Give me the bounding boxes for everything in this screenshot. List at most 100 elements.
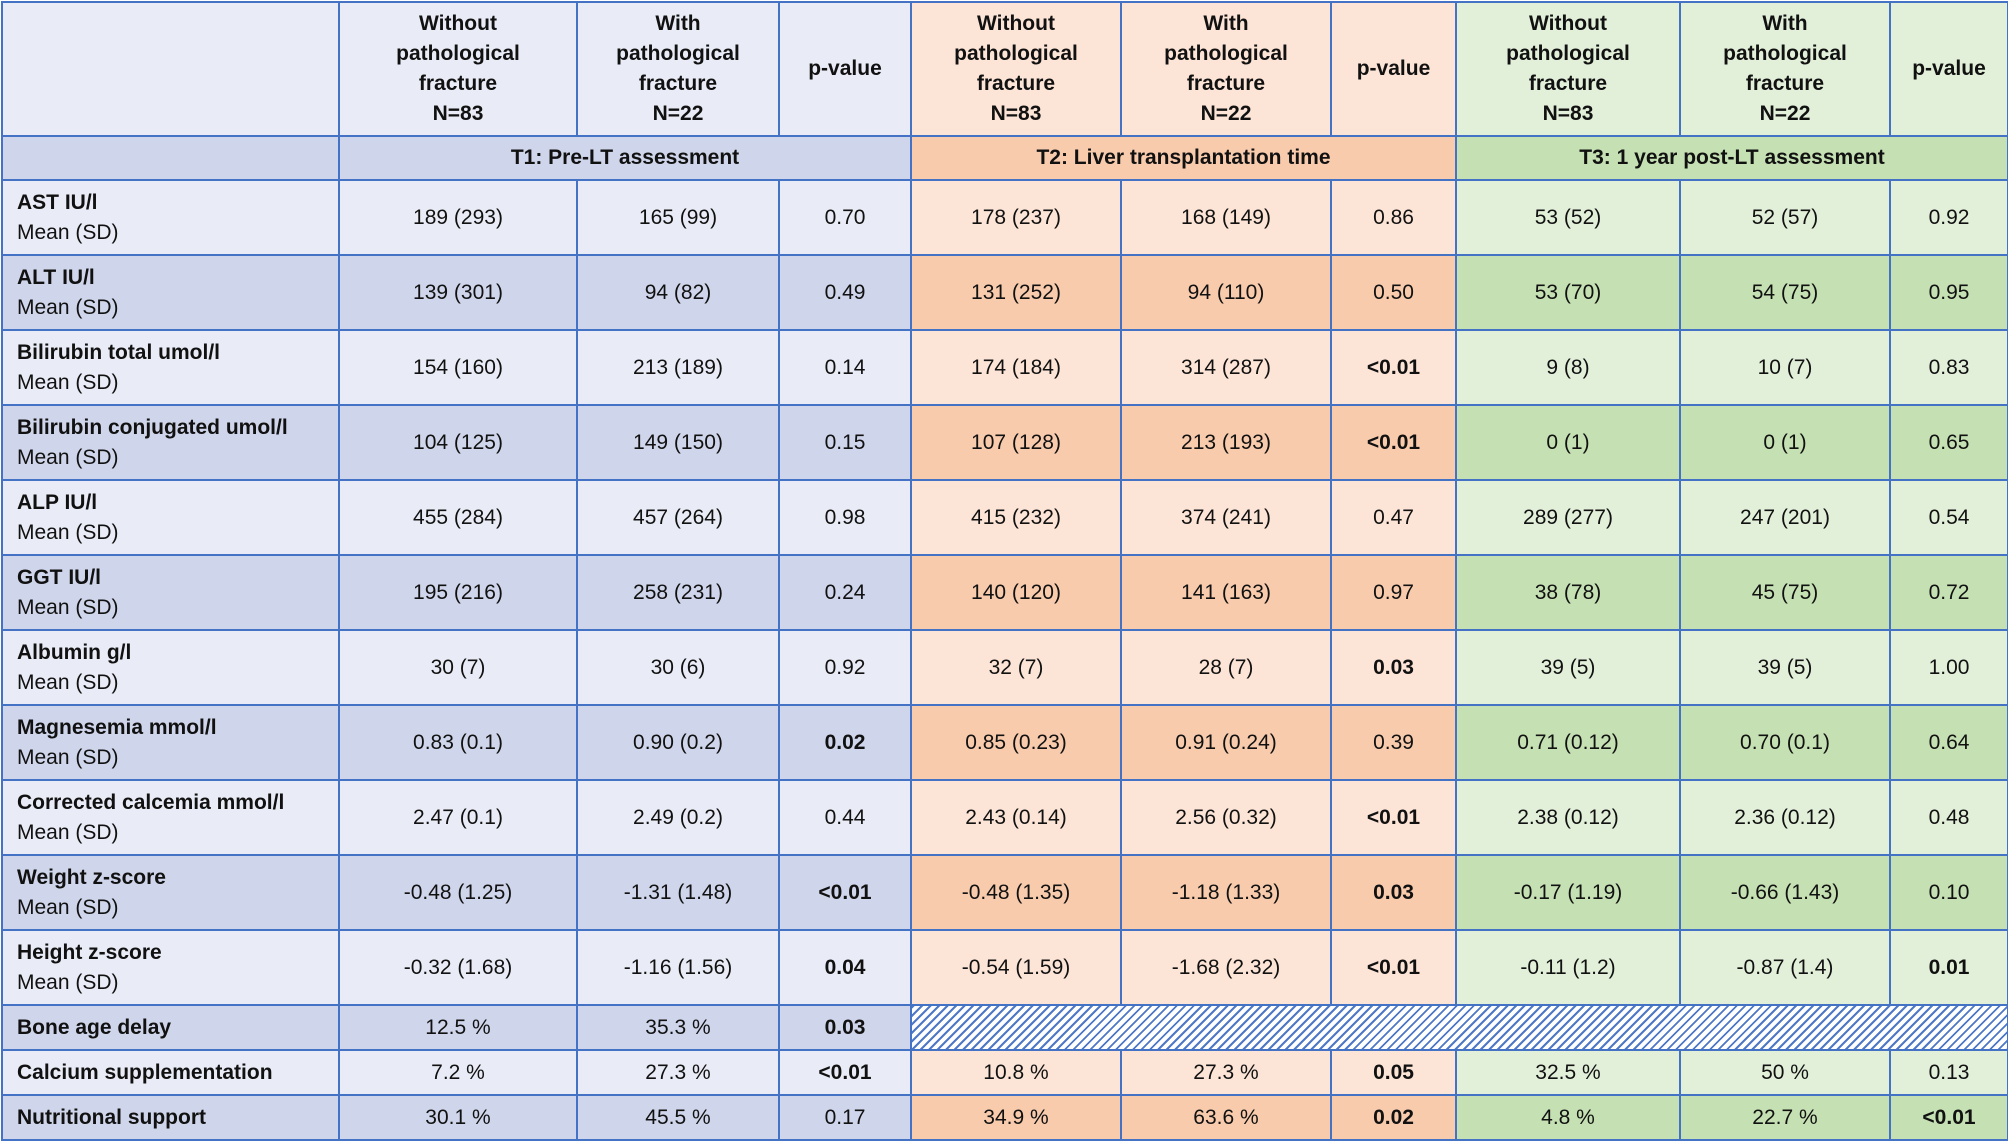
row-label: Height z-score Mean (SD) xyxy=(1,929,340,1006)
p-value-cell: 0.02 xyxy=(778,704,912,781)
table-row: Weight z-score Mean (SD) -0.48 (1.25) -1.31… xyxy=(1,854,2008,931)
row-label-name: Nutritional support xyxy=(17,1105,206,1129)
header-line: fracture xyxy=(1745,72,1825,95)
p-value-cell: 0.14 xyxy=(778,329,912,406)
p-value-cell: <0.01 xyxy=(1330,329,1457,406)
value-cell: 2.36 (0.12) xyxy=(1679,779,1891,856)
row-label-stat: Mean (SD) xyxy=(17,970,119,994)
row-label-name: ALT IU/l xyxy=(17,265,95,289)
value-cell: 154 (160) xyxy=(338,329,578,406)
value-cell: 0.71 (0.12) xyxy=(1455,704,1681,781)
value-cell: 9 (8) xyxy=(1455,329,1681,406)
value-cell: 35.3 % xyxy=(576,1004,780,1051)
value-cell: 178 (237) xyxy=(910,179,1122,256)
p-value-cell: 0.24 xyxy=(778,554,912,631)
row-label: Bone age delay xyxy=(1,1004,340,1051)
value-cell: 2.47 (0.1) xyxy=(338,779,578,856)
value-cell: 314 (287) xyxy=(1120,329,1332,406)
value-cell: 213 (189) xyxy=(576,329,780,406)
row-label: Nutritional support xyxy=(1,1094,340,1141)
header-line: p-value xyxy=(808,57,882,81)
value-cell: -0.48 (1.35) xyxy=(910,854,1122,931)
value-cell: 27.3 % xyxy=(1120,1049,1332,1096)
value-cell: 213 (193) xyxy=(1120,404,1332,481)
p-value-cell: 0.05 xyxy=(1330,1049,1457,1096)
value-cell: 0.70 (0.1) xyxy=(1679,704,1891,781)
col-t3-without: Without pathological fracture N=83 xyxy=(1455,1,1681,137)
section-corner xyxy=(1,135,340,181)
col-t2-pvalue: p-value xyxy=(1330,1,1457,137)
row-label-name: Bilirubin total umol/l xyxy=(17,340,220,364)
value-cell: 0.90 (0.2) xyxy=(576,704,780,781)
row-label-name: Bilirubin conjugated umol/l xyxy=(17,415,288,439)
col-t2-without: Without pathological fracture N=83 xyxy=(910,1,1122,137)
p-value-cell: 0.92 xyxy=(1889,179,2008,256)
column-header-row: Without pathological fracture N=83 With … xyxy=(1,1,2008,137)
header-line: Without xyxy=(1529,12,1607,36)
value-cell: 289 (277) xyxy=(1455,479,1681,556)
row-label: ALT IU/l Mean (SD) xyxy=(1,254,340,331)
p-value-cell: 0.54 xyxy=(1889,479,2008,556)
value-cell: 7.2 % xyxy=(338,1049,578,1096)
header-line: pathological xyxy=(396,42,520,66)
value-cell: 34.9 % xyxy=(910,1094,1122,1141)
p-value-cell: <0.01 xyxy=(1330,929,1457,1006)
value-cell: 12.5 % xyxy=(338,1004,578,1051)
header-line: pathological xyxy=(954,42,1078,66)
value-cell: 131 (252) xyxy=(910,254,1122,331)
header-line: N=22 xyxy=(652,101,704,125)
value-cell: 2.49 (0.2) xyxy=(576,779,780,856)
p-value-cell: 0.01 xyxy=(1889,929,2008,1006)
p-value-cell: 0.64 xyxy=(1889,704,2008,781)
header-line: pathological xyxy=(616,42,740,66)
value-cell: 45 (75) xyxy=(1679,554,1891,631)
header-line: With xyxy=(655,12,701,36)
value-cell: 30 (7) xyxy=(338,629,578,706)
value-cell: 10 (7) xyxy=(1679,329,1891,406)
header-line: pathological xyxy=(1164,42,1288,66)
p-value-cell: 0.50 xyxy=(1330,254,1457,331)
value-cell: 0 (1) xyxy=(1679,404,1891,481)
header-line: fracture xyxy=(976,72,1056,95)
table-row: Calcium supplementation 7.2 % 27.3 % <0.01 1… xyxy=(1,1049,2008,1096)
value-cell: 107 (128) xyxy=(910,404,1122,481)
table-row: GGT IU/l Mean (SD) 195 (216) 258 (231) 0.24 1… xyxy=(1,554,2008,631)
value-cell: 94 (82) xyxy=(576,254,780,331)
header-line: With xyxy=(1762,12,1808,36)
table-row: Nutritional support 30.1 % 45.5 % 0.17 34.9 … xyxy=(1,1094,2008,1141)
value-cell: -1.18 (1.33) xyxy=(1120,854,1332,931)
row-label-name: Bone age delay xyxy=(17,1015,172,1039)
row-label: Bilirubin total umol/l Mean (SD) xyxy=(1,329,340,406)
col-t1-with: With pathological fracture N=22 xyxy=(576,1,780,137)
p-value-cell: <0.01 xyxy=(1330,404,1457,481)
row-label-name: Calcium supplementation xyxy=(17,1060,273,1084)
table-row: ALT IU/l Mean (SD) 139 (301) 94 (82) 0.49 131… xyxy=(1,254,2008,331)
value-cell: -0.48 (1.25) xyxy=(338,854,578,931)
row-label: Corrected calcemia mmol/l Mean (SD) xyxy=(1,779,340,856)
value-cell: 39 (5) xyxy=(1679,629,1891,706)
value-cell: 457 (264) xyxy=(576,479,780,556)
col-t2-with: With pathological fracture N=22 xyxy=(1120,1,1332,137)
table-row: ALP IU/l Mean (SD) 455 (284) 457 (264) 0.98 4… xyxy=(1,479,2008,556)
value-cell: 0.83 (0.1) xyxy=(338,704,578,781)
row-label-stat: Mean (SD) xyxy=(17,445,119,469)
p-value-cell: 0.65 xyxy=(1889,404,2008,481)
value-cell: 374 (241) xyxy=(1120,479,1332,556)
value-cell: 10.8 % xyxy=(910,1049,1122,1096)
row-label-stat: Mean (SD) xyxy=(17,295,119,319)
table-row: Bone age delay 12.5 % 35.3 % 0.03 xyxy=(1,1004,2008,1051)
header-line: pathological xyxy=(1506,42,1630,66)
row-label-stat: Mean (SD) xyxy=(17,820,119,844)
value-cell: -0.87 (1.4) xyxy=(1679,929,1891,1006)
value-cell: 30 (6) xyxy=(576,629,780,706)
value-cell: 140 (120) xyxy=(910,554,1122,631)
p-value-cell: 0.39 xyxy=(1330,704,1457,781)
header-line: fracture xyxy=(418,72,498,95)
row-label-stat: Mean (SD) xyxy=(17,520,119,544)
table-row: Magnesemia mmol/l Mean (SD) 0.83 (0.1) 0.90… xyxy=(1,704,2008,781)
col-t1-pvalue: p-value xyxy=(778,1,912,137)
row-label-name: Height z-score xyxy=(17,940,162,964)
value-cell: 53 (52) xyxy=(1455,179,1681,256)
row-label: Albumin g/l Mean (SD) xyxy=(1,629,340,706)
